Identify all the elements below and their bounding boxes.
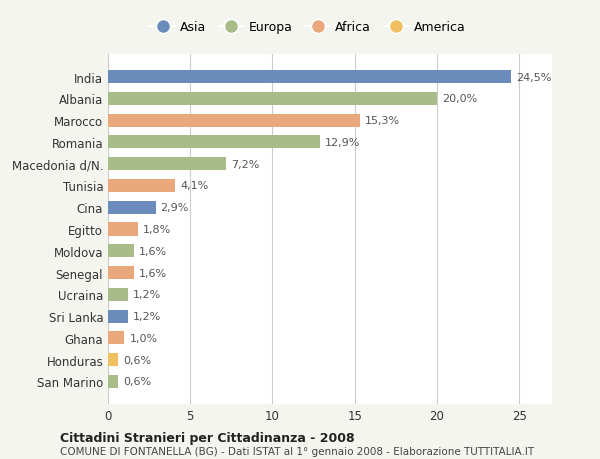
Text: 20,0%: 20,0% xyxy=(442,94,477,104)
Bar xyxy=(108,331,124,345)
Bar xyxy=(108,288,128,301)
Bar xyxy=(108,93,437,106)
Text: 0,6%: 0,6% xyxy=(123,355,151,365)
Bar xyxy=(108,266,134,280)
Bar xyxy=(108,114,359,128)
Text: 1,2%: 1,2% xyxy=(133,290,161,300)
Text: 1,8%: 1,8% xyxy=(143,224,171,235)
Text: 0,6%: 0,6% xyxy=(123,376,151,386)
Bar xyxy=(108,353,118,366)
Text: 7,2%: 7,2% xyxy=(232,159,260,169)
Text: Cittadini Stranieri per Cittadinanza - 2008: Cittadini Stranieri per Cittadinanza - 2… xyxy=(60,431,355,444)
Bar xyxy=(108,179,175,193)
Bar xyxy=(108,245,134,258)
Text: 1,0%: 1,0% xyxy=(130,333,158,343)
Text: 1,2%: 1,2% xyxy=(133,311,161,321)
Bar xyxy=(108,310,128,323)
Bar xyxy=(108,158,226,171)
Legend: Asia, Europa, Africa, America: Asia, Europa, Africa, America xyxy=(145,16,470,39)
Bar xyxy=(108,375,118,388)
Text: 12,9%: 12,9% xyxy=(325,138,361,148)
Bar xyxy=(108,201,155,214)
Bar xyxy=(108,136,320,149)
Text: COMUNE DI FONTANELLA (BG) - Dati ISTAT al 1° gennaio 2008 - Elaborazione TUTTITA: COMUNE DI FONTANELLA (BG) - Dati ISTAT a… xyxy=(60,447,534,456)
Text: 1,6%: 1,6% xyxy=(139,268,167,278)
Bar xyxy=(108,223,137,236)
Text: 15,3%: 15,3% xyxy=(365,116,400,126)
Text: 1,6%: 1,6% xyxy=(139,246,167,256)
Bar xyxy=(108,71,511,84)
Text: 2,9%: 2,9% xyxy=(161,203,189,213)
Text: 24,5%: 24,5% xyxy=(516,73,551,83)
Text: 4,1%: 4,1% xyxy=(181,181,209,191)
